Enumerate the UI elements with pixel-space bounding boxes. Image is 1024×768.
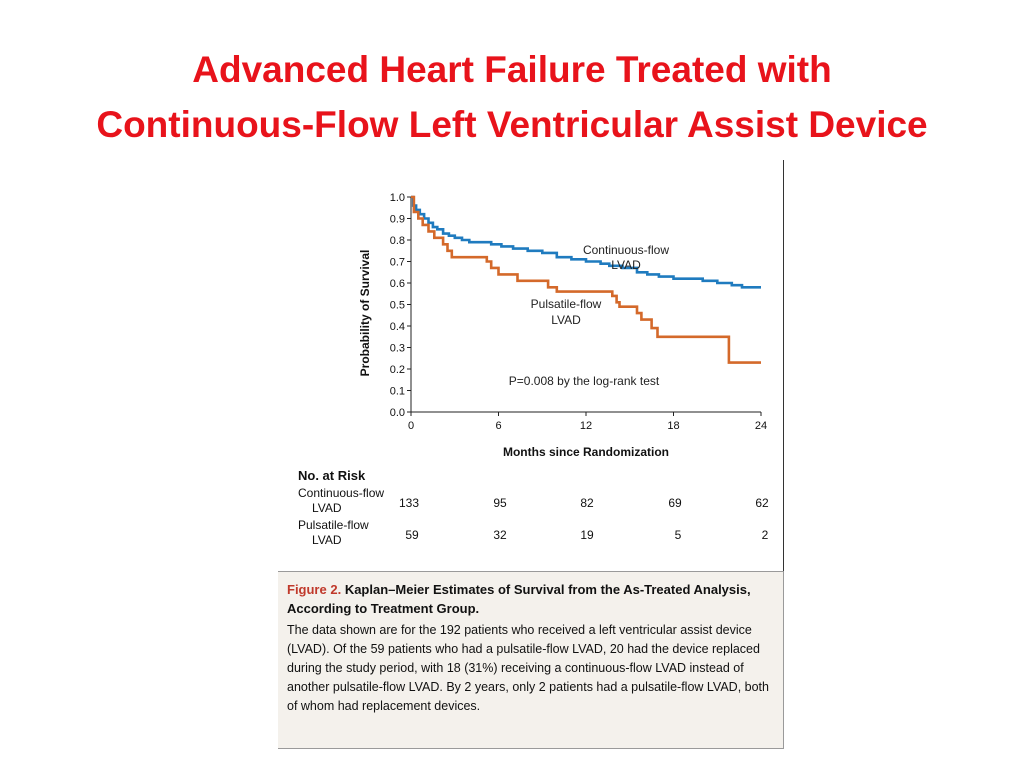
risk-value: 95 (493, 496, 507, 510)
survival-chart: 0.0 0.1 0.2 0.3 0.4 0.5 0.6 0.7 0.8 0.9 1.0 0 6 12 18 2… (358, 192, 767, 459)
figure-panel: 0.0 0.1 0.2 0.3 0.4 0.5 0.6 0.7 0.8 0.9 1.0 0 6 12 18 2… (278, 160, 784, 750)
risk-value: 62 (755, 496, 769, 510)
risk-value: 69 (668, 496, 682, 510)
y-tick-label: 0.9 (390, 214, 405, 226)
risk-value: 19 (580, 528, 594, 542)
risk-table: No. at Risk Continuous-flow LVAD Pulsati… (298, 468, 778, 568)
caption-figure-label: Figure 2. (287, 582, 342, 597)
slide-title: Advanced Heart Failure Treated with Cont… (0, 42, 1024, 152)
x-tick-label: 24 (755, 420, 767, 432)
caption-body: The data shown are for the 192 patients … (287, 623, 769, 713)
risk-row-label-line2: LVAD (312, 501, 342, 515)
y-tick-label: 0.2 (390, 364, 405, 376)
figure-caption: Figure 2. Kaplan–Meier Estimates of Surv… (278, 571, 784, 749)
risk-value: 133 (398, 496, 420, 510)
y-tick-label: 1.0 (390, 192, 405, 204)
risk-row-label-pulsatile: Pulsatile-flow LVAD (298, 518, 369, 548)
slide-title-line1: Advanced Heart Failure Treated with (192, 49, 832, 90)
risk-value: 5 (674, 528, 682, 542)
y-tick-label: 0.7 (390, 257, 405, 269)
series-line-continuous-flow (411, 195, 761, 289)
risk-row-label-line1: Pulsatile-flow (298, 518, 369, 532)
y-tick-label: 0.6 (390, 278, 405, 290)
y-tick-label: 0.5 (390, 300, 405, 312)
y-tick-label: 0.0 (390, 407, 405, 419)
y-tick-label: 0.3 (390, 343, 405, 355)
x-axis-label: Months since Randomization (503, 445, 669, 459)
risk-row-label-line1: Continuous-flow (298, 486, 385, 500)
series-label-pulsatile-line1: Pulsatile-flow (531, 297, 602, 311)
caption-heading-text: Kaplan–Meier Estimates of Survival from … (287, 582, 751, 616)
series-line-pulsatile-flow (411, 195, 761, 364)
y-tick-label: 0.4 (390, 321, 405, 333)
caption-heading: Figure 2. Kaplan–Meier Estimates of Surv… (287, 580, 773, 618)
risk-value: 59 (405, 528, 419, 542)
risk-value: 2 (761, 528, 769, 542)
series-label-continuous-line2: LVAD (611, 258, 641, 272)
series-label-pulsatile-line2: LVAD (551, 313, 581, 327)
slide-title-line2: Continuous-Flow Left Ventricular Assist … (96, 104, 928, 145)
x-tick-label: 18 (667, 420, 679, 432)
chart-axes: 0.0 0.1 0.2 0.3 0.4 0.5 0.6 0.7 0.8 0.9 1.0 0 6 12 18 2… (390, 192, 767, 432)
risk-row-label-continuous: Continuous-flow LVAD (298, 486, 384, 516)
risk-table-title: No. at Risk (298, 468, 366, 483)
y-tick-label: 0.1 (390, 386, 405, 398)
figure-border-line (783, 160, 784, 571)
series-label-continuous-line1: Continuous-flow (583, 243, 669, 257)
pvalue-annotation: P=0.008 by the log-rank test (509, 374, 660, 388)
x-tick-label: 0 (408, 420, 414, 432)
risk-row-label-line2: LVAD (312, 533, 342, 547)
risk-value: 32 (493, 528, 507, 542)
chart-series (411, 195, 761, 364)
x-tick-label: 6 (495, 420, 501, 432)
risk-value: 82 (580, 496, 594, 510)
y-tick-label: 0.8 (390, 235, 405, 247)
y-axis-label: Probability of Survival (358, 250, 372, 377)
x-tick-label: 12 (580, 420, 592, 432)
